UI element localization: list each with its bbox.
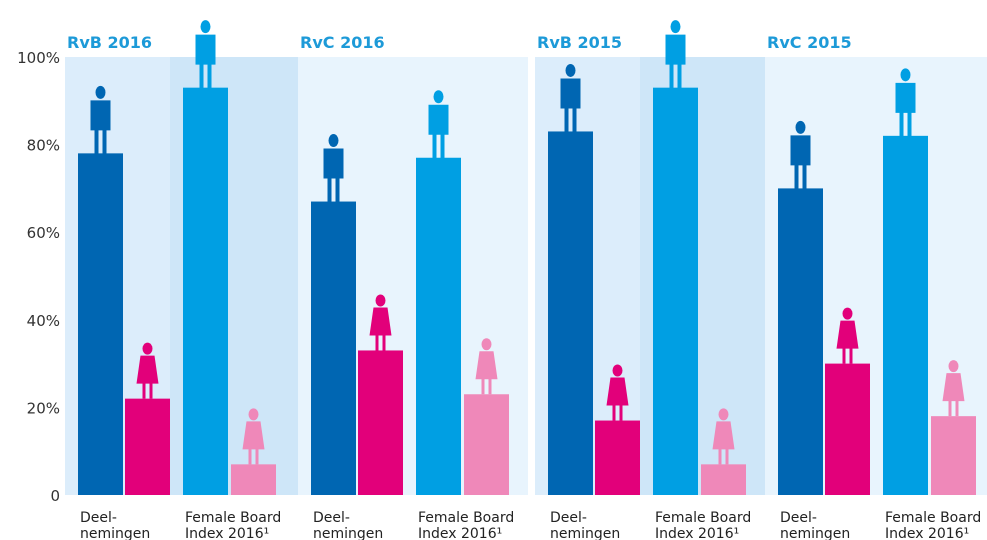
icon-head bbox=[842, 307, 853, 320]
x-tick-label: Female Board bbox=[418, 510, 514, 526]
person-icon-male bbox=[428, 90, 449, 159]
bar bbox=[183, 87, 228, 495]
x-tick-label: Deel- bbox=[313, 510, 350, 526]
x-tick-label: Deel- bbox=[780, 510, 817, 526]
icon-head bbox=[142, 342, 153, 355]
icon-body bbox=[195, 34, 216, 89]
icon-body bbox=[895, 82, 916, 137]
icon-head bbox=[375, 294, 386, 307]
person-icon-female bbox=[242, 408, 265, 465]
bar bbox=[416, 157, 461, 496]
x-tick-label: Index 2016¹ bbox=[885, 526, 969, 540]
icon-head bbox=[948, 360, 959, 373]
x-tick-label: Deel- bbox=[550, 510, 587, 526]
icon-body bbox=[242, 421, 265, 465]
person-icon-male bbox=[895, 68, 916, 137]
person-icon-female bbox=[712, 408, 735, 465]
x-tick-label: nemingen bbox=[780, 526, 850, 540]
icon-body bbox=[475, 351, 498, 395]
x-tick-label: Female Board bbox=[655, 510, 751, 526]
x-tick-label: Female Board bbox=[885, 510, 981, 526]
person-icon-male bbox=[560, 63, 581, 133]
icon-head bbox=[248, 408, 259, 421]
y-tick-label: 80% bbox=[27, 137, 60, 155]
bar bbox=[311, 201, 356, 496]
x-tick-label: Deel- bbox=[80, 510, 117, 526]
bar bbox=[358, 350, 403, 495]
bar bbox=[595, 420, 640, 495]
icon-head bbox=[200, 20, 211, 34]
bar bbox=[653, 87, 698, 495]
x-tick-label: Index 2016¹ bbox=[418, 526, 502, 540]
icon-body bbox=[428, 104, 449, 159]
bar bbox=[78, 153, 123, 496]
icon-body bbox=[323, 148, 344, 203]
icon-head bbox=[900, 68, 911, 82]
person-icon-male bbox=[195, 20, 216, 89]
y-tick-label: 20% bbox=[27, 399, 60, 417]
icon-body bbox=[790, 135, 811, 190]
icon-body bbox=[712, 421, 735, 465]
bar bbox=[231, 464, 276, 495]
person-icon-male bbox=[665, 20, 686, 89]
icon-body bbox=[136, 355, 159, 399]
bar bbox=[931, 416, 976, 495]
person-icon-female bbox=[475, 338, 498, 395]
bar bbox=[464, 394, 509, 495]
person-icon-female bbox=[369, 294, 392, 351]
icon-head bbox=[670, 20, 681, 34]
x-tick-label: Female Board bbox=[185, 510, 281, 526]
x-tick-label: nemingen bbox=[550, 526, 620, 540]
icon-head bbox=[481, 338, 492, 351]
y-tick-label: 40% bbox=[27, 312, 60, 330]
x-tick-label: Index 2016¹ bbox=[185, 526, 269, 540]
icon-head bbox=[565, 63, 576, 77]
icon-body bbox=[90, 100, 111, 155]
icon-head bbox=[328, 134, 339, 148]
panel-title: RvB 2016 bbox=[67, 33, 152, 52]
y-tick-label: 60% bbox=[27, 224, 60, 242]
x-tick-label: nemingen bbox=[313, 526, 383, 540]
panel-title: RvB 2015 bbox=[537, 33, 622, 52]
panel-title: RvC 2016 bbox=[300, 33, 385, 52]
x-tick-label: nemingen bbox=[80, 526, 150, 540]
person-icon-female bbox=[136, 342, 159, 399]
y-tick-label: 0 bbox=[50, 487, 60, 505]
icon-body bbox=[942, 373, 965, 417]
bar bbox=[125, 398, 170, 495]
person-icon-male bbox=[790, 120, 811, 190]
bar bbox=[778, 188, 823, 495]
icon-body bbox=[665, 34, 686, 89]
person-icon-male bbox=[90, 85, 111, 155]
icon-body bbox=[836, 320, 859, 364]
icon-head bbox=[795, 120, 806, 134]
icon-head bbox=[718, 408, 729, 421]
icon-body bbox=[606, 377, 629, 421]
icon-head bbox=[612, 364, 623, 377]
panel-title: RvC 2015 bbox=[767, 33, 852, 52]
person-icon-female bbox=[836, 307, 859, 364]
icon-head bbox=[95, 85, 106, 99]
icon-body bbox=[369, 307, 392, 351]
bar bbox=[548, 131, 593, 495]
y-tick-label: 100% bbox=[17, 49, 60, 67]
bar bbox=[701, 464, 746, 495]
x-tick-label: Index 2016¹ bbox=[655, 526, 739, 540]
icon-body bbox=[560, 78, 581, 133]
person-icon-female bbox=[606, 364, 629, 421]
person-icon-male bbox=[323, 134, 344, 203]
bar bbox=[883, 135, 928, 495]
bar bbox=[825, 363, 870, 495]
person-icon-female bbox=[942, 360, 965, 417]
icon-head bbox=[433, 90, 444, 104]
